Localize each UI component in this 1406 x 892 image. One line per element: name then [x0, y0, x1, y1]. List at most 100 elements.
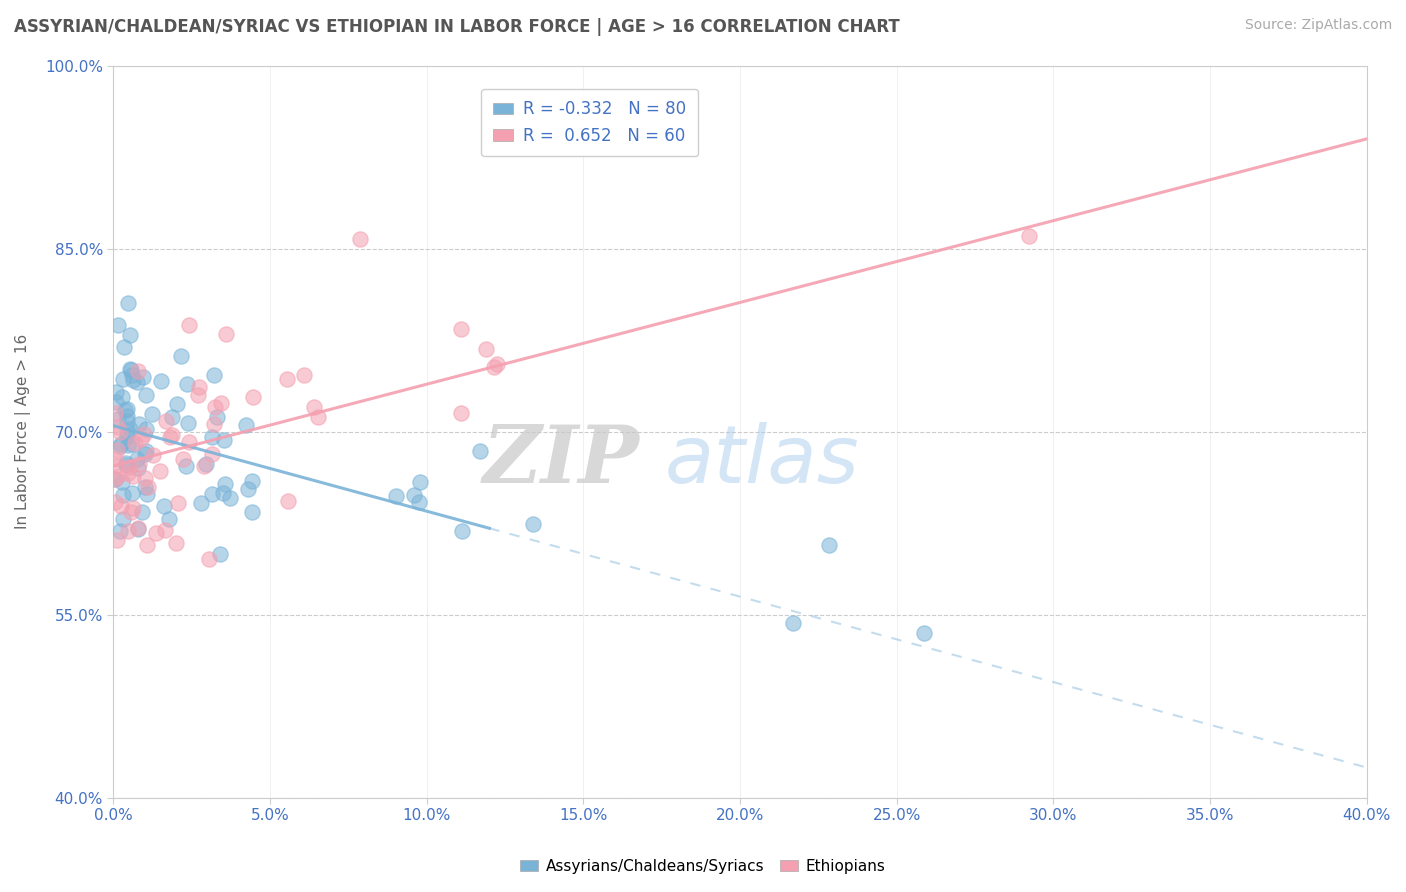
Point [277, 493, 299, 508]
Point [451, 524, 474, 538]
Point [198, 552, 221, 566]
Point [205, 409, 228, 424]
Point [486, 357, 509, 371]
Point [385, 490, 408, 504]
Point [134, 447, 156, 461]
Point [165, 535, 187, 549]
Point [117, 438, 139, 452]
Point [104, 458, 127, 473]
Y-axis label: In Labor Force | Age > 16: In Labor Force | Age > 16 [15, 334, 31, 530]
Point [118, 327, 141, 342]
Point [118, 459, 141, 474]
Point [349, 232, 371, 246]
Point [202, 417, 225, 432]
Point [134, 480, 156, 494]
Point [110, 437, 132, 451]
Point [468, 444, 491, 458]
Point [450, 406, 472, 420]
Point [122, 469, 145, 483]
Point [121, 437, 143, 451]
Point [167, 495, 190, 509]
Point [107, 318, 129, 333]
Point [152, 500, 174, 514]
Point [188, 380, 211, 394]
Point [104, 451, 127, 466]
Point [136, 480, 159, 494]
Point [120, 505, 142, 519]
Point [240, 474, 263, 488]
Point [104, 472, 127, 486]
Point [212, 485, 235, 500]
Point [166, 396, 188, 410]
Point [214, 476, 236, 491]
Point [122, 501, 145, 516]
Point [409, 475, 432, 490]
Point [132, 427, 155, 442]
Point [474, 342, 496, 356]
Point [242, 505, 264, 519]
Point [149, 464, 172, 478]
Point [107, 420, 129, 434]
Legend: R = -0.332   N = 80, R =  0.652   N = 60: R = -0.332 N = 80, R = 0.652 N = 60 [481, 88, 697, 156]
Point [129, 432, 152, 446]
Point [782, 615, 804, 630]
Point [110, 499, 132, 513]
Point [108, 439, 131, 453]
Point [135, 538, 157, 552]
Point [104, 472, 127, 486]
Point [115, 428, 138, 442]
Point [111, 512, 134, 526]
Point [107, 412, 129, 426]
Point [145, 525, 167, 540]
Point [112, 488, 135, 502]
Point [202, 368, 225, 382]
Point [108, 524, 131, 538]
Point [114, 456, 136, 470]
Point [307, 410, 329, 425]
Point [128, 417, 150, 431]
Point [153, 524, 176, 538]
Point [177, 318, 200, 333]
Point [179, 435, 201, 450]
Point [135, 487, 157, 501]
Point [141, 407, 163, 421]
Point [135, 388, 157, 402]
Text: ASSYRIAN/CHALDEAN/SYRIAC VS ETHIOPIAN IN LABOR FORCE | AGE > 16 CORRELATION CHAR: ASSYRIAN/CHALDEAN/SYRIAC VS ETHIOPIAN IN… [14, 18, 900, 36]
Point [155, 413, 177, 427]
Point [111, 475, 134, 489]
Point [125, 375, 148, 389]
Legend: Assyrians/Chaldeans/Syriacs, Ethiopians: Assyrians/Chaldeans/Syriacs, Ethiopians [515, 853, 891, 880]
Point [127, 452, 149, 467]
Point [194, 457, 217, 471]
Point [172, 451, 194, 466]
Point [115, 409, 138, 423]
Point [117, 466, 139, 480]
Point [176, 376, 198, 391]
Point [104, 406, 127, 420]
Point [110, 425, 132, 440]
Point [236, 482, 259, 496]
Point [912, 626, 935, 640]
Point [111, 390, 134, 404]
Point [209, 396, 232, 410]
Point [294, 368, 316, 383]
Point [408, 495, 430, 509]
Point [160, 410, 183, 425]
Point [149, 374, 172, 388]
Point [212, 433, 235, 447]
Point [215, 327, 238, 342]
Point [204, 400, 226, 414]
Point [190, 496, 212, 510]
Point [135, 443, 157, 458]
Point [128, 458, 150, 472]
Point [117, 295, 139, 310]
Point [450, 322, 472, 336]
Point [115, 401, 138, 416]
Point [201, 447, 224, 461]
Point [120, 363, 142, 377]
Point [104, 495, 127, 509]
Point [104, 384, 127, 399]
Point [174, 459, 197, 474]
Text: Source: ZipAtlas.com: Source: ZipAtlas.com [1244, 18, 1392, 32]
Point [120, 422, 142, 436]
